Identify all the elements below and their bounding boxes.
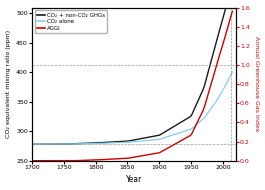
CO₂ alone	[35, 143, 38, 145]
CO₂ + non-CO₂ GHGs	[112, 141, 115, 143]
AGGI	[34, 160, 37, 162]
Line: AGGI: AGGI	[32, 11, 232, 161]
Y-axis label: CO₂ equivalent mixing ratio (ppm): CO₂ equivalent mixing ratio (ppm)	[6, 30, 11, 138]
AGGI	[112, 158, 115, 160]
Line: CO₂ + non-CO₂ GHGs: CO₂ + non-CO₂ GHGs	[32, 0, 232, 144]
CO₂ alone	[34, 143, 37, 145]
AGGI	[104, 158, 107, 161]
Line: CO₂ alone: CO₂ alone	[32, 72, 232, 144]
CO₂ alone	[112, 142, 115, 144]
X-axis label: Year: Year	[126, 175, 142, 184]
AGGI	[231, 10, 234, 12]
AGGI	[135, 156, 138, 158]
CO₂ + non-CO₂ GHGs	[34, 143, 37, 145]
CO₂ + non-CO₂ GHGs	[35, 143, 38, 145]
CO₂ alone	[39, 143, 42, 145]
CO₂ + non-CO₂ GHGs	[104, 141, 107, 143]
AGGI	[35, 160, 38, 162]
Y-axis label: Annual Greenhouse Gas Index: Annual Greenhouse Gas Index	[254, 36, 259, 132]
AGGI	[39, 160, 42, 162]
CO₂ alone	[30, 143, 34, 145]
Legend: CO₂ + non-CO₂ GHGs, CO₂ alone, AGGI: CO₂ + non-CO₂ GHGs, CO₂ alone, AGGI	[35, 10, 107, 33]
CO₂ + non-CO₂ GHGs	[39, 143, 42, 145]
CO₂ alone	[231, 71, 234, 73]
CO₂ + non-CO₂ GHGs	[135, 138, 138, 141]
CO₂ + non-CO₂ GHGs	[30, 143, 34, 145]
AGGI	[30, 160, 34, 162]
CO₂ alone	[104, 142, 107, 144]
CO₂ alone	[135, 140, 138, 143]
